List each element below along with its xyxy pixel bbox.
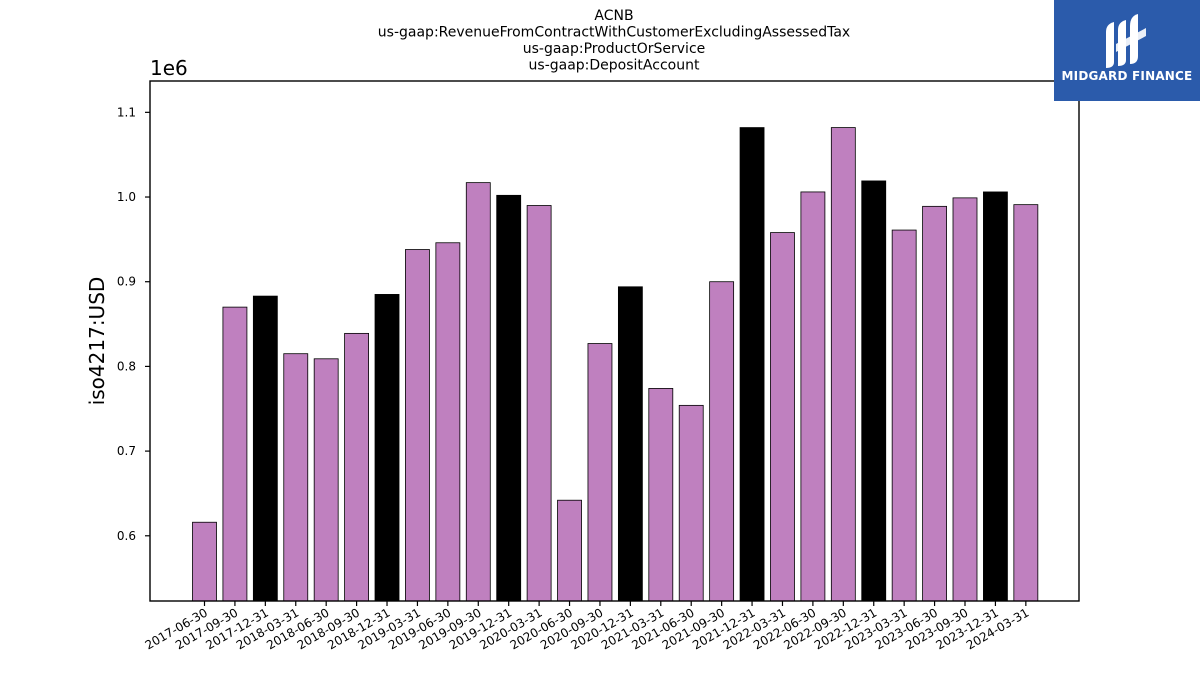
bar	[222, 306, 248, 602]
chart-title-line: us-gaap:ProductOrService	[523, 41, 706, 57]
y-tick-label: 0.6	[117, 529, 136, 543]
chart-title-line: us-gaap:DepositAccount	[529, 58, 700, 74]
y-tick-label: 0.7	[117, 444, 136, 458]
chart-title-line: us-gaap:RevenueFromContractWithCustomerE…	[378, 25, 850, 41]
bar	[587, 343, 613, 602]
brand-name: MIDGARD FINANCE	[1061, 69, 1193, 83]
bar	[861, 180, 887, 602]
bar	[192, 521, 217, 602]
bar	[770, 232, 795, 602]
midgard-finance-logo: MIDGARD FINANCE	[1054, 0, 1200, 101]
y-axis-label: iso4217:USD	[85, 277, 109, 406]
bar	[465, 182, 491, 602]
plot-frame	[149, 80, 1080, 602]
bar	[617, 286, 643, 602]
y-tick-label: 1.1	[117, 105, 136, 119]
bar	[283, 353, 309, 602]
midgard-m-logo-icon	[1106, 14, 1146, 68]
bar	[374, 294, 400, 602]
bar	[800, 191, 826, 602]
bar	[526, 205, 552, 602]
bar	[983, 191, 1008, 602]
chart-title: ACNBus-gaap:RevenueFromContractWithCusto…	[378, 8, 850, 74]
bar	[709, 281, 735, 602]
bar	[952, 197, 978, 602]
bar	[830, 127, 856, 602]
y-axis-offset-label: 1e6	[150, 56, 188, 80]
bar	[557, 499, 582, 602]
bar	[1013, 204, 1039, 602]
y-axis: 0.6 0.7 0.8 0.9 1.0 1.1	[117, 105, 150, 543]
bar	[739, 127, 765, 602]
x-axis: 2017-06-302017-09-302017-12-312018-03-31…	[143, 601, 1031, 652]
bar	[405, 249, 430, 602]
bar	[891, 229, 917, 602]
bar	[496, 194, 522, 602]
bar	[678, 404, 704, 602]
bar	[648, 388, 674, 602]
bar	[252, 295, 278, 602]
bar	[344, 332, 370, 602]
bar	[922, 205, 947, 602]
chart-title-line: ACNB	[594, 8, 633, 24]
y-tick-label: 0.8	[117, 359, 136, 373]
bar-series	[192, 127, 1039, 602]
y-tick-label: 0.9	[117, 275, 136, 289]
y-tick-label: 1.0	[117, 190, 136, 204]
bar	[313, 358, 339, 602]
bar	[435, 242, 461, 602]
